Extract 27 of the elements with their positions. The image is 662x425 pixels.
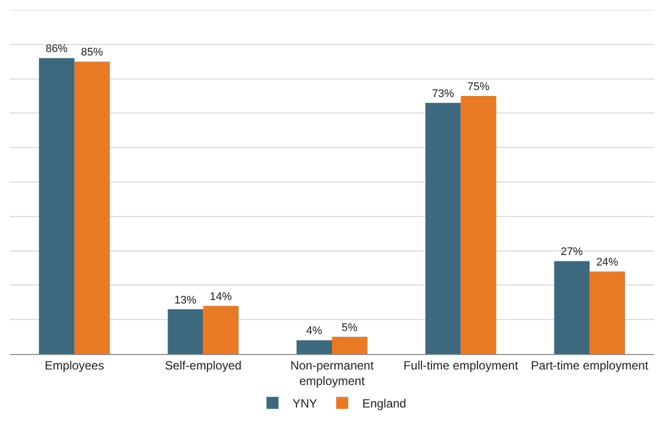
data-label: 85% bbox=[80, 46, 104, 59]
bar bbox=[74, 62, 110, 354]
data-label: 73% bbox=[432, 88, 454, 100]
data-label: 75% bbox=[467, 81, 490, 93]
data-label: 14% bbox=[210, 290, 232, 303]
x-tick-label: Employees bbox=[44, 358, 104, 372]
bar bbox=[296, 340, 332, 354]
legend-label: YNY bbox=[292, 396, 318, 411]
data-label: 27% bbox=[560, 246, 584, 258]
data-label: 24% bbox=[596, 256, 618, 268]
bar bbox=[38, 58, 74, 354]
bar bbox=[332, 336, 368, 354]
data-label: 4% bbox=[306, 325, 322, 338]
x-tick-label: Full-time employment bbox=[403, 358, 519, 372]
bar bbox=[554, 261, 590, 354]
bar bbox=[168, 309, 204, 354]
x-tick-label: Self-employed bbox=[164, 358, 242, 372]
data-label: 5% bbox=[342, 322, 358, 334]
legend-label: England bbox=[362, 396, 406, 411]
data-label: 86% bbox=[46, 43, 68, 56]
x-tick-label: Part-time employment bbox=[530, 358, 649, 372]
bar bbox=[590, 271, 626, 354]
bar bbox=[203, 306, 239, 354]
x-tick-label: Non-permanent employment bbox=[290, 358, 374, 388]
bar bbox=[425, 102, 461, 354]
bar bbox=[460, 96, 496, 354]
data-label: 13% bbox=[174, 294, 197, 306]
